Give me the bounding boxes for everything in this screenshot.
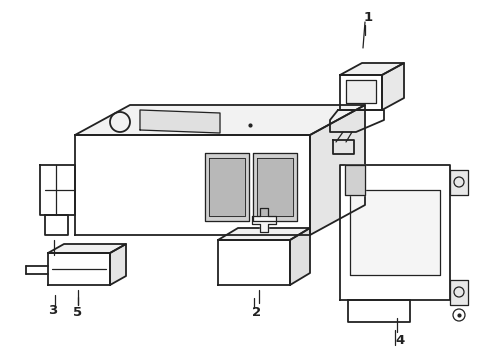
Polygon shape <box>205 153 249 221</box>
Polygon shape <box>310 105 365 235</box>
Polygon shape <box>340 63 404 75</box>
Polygon shape <box>450 170 468 195</box>
Polygon shape <box>340 165 450 300</box>
Polygon shape <box>110 244 126 285</box>
Polygon shape <box>40 165 75 215</box>
Polygon shape <box>48 253 110 285</box>
Polygon shape <box>209 158 245 216</box>
Polygon shape <box>348 300 410 322</box>
Text: 2: 2 <box>252 306 262 319</box>
Polygon shape <box>45 215 68 235</box>
Polygon shape <box>350 190 440 275</box>
Polygon shape <box>75 105 365 135</box>
Polygon shape <box>75 135 310 235</box>
Text: 3: 3 <box>49 303 58 316</box>
Polygon shape <box>218 240 290 285</box>
Polygon shape <box>253 153 297 221</box>
Polygon shape <box>330 110 384 132</box>
Polygon shape <box>346 80 376 103</box>
Polygon shape <box>345 165 365 195</box>
Polygon shape <box>333 140 354 154</box>
Polygon shape <box>450 280 468 305</box>
Polygon shape <box>140 110 220 133</box>
Polygon shape <box>48 244 126 253</box>
Polygon shape <box>252 208 276 232</box>
Polygon shape <box>257 158 293 216</box>
Polygon shape <box>290 228 310 285</box>
Text: 5: 5 <box>74 306 82 319</box>
Polygon shape <box>382 63 404 110</box>
Polygon shape <box>218 228 310 240</box>
Text: 4: 4 <box>395 333 405 346</box>
Polygon shape <box>340 75 382 110</box>
Text: 1: 1 <box>364 10 372 23</box>
